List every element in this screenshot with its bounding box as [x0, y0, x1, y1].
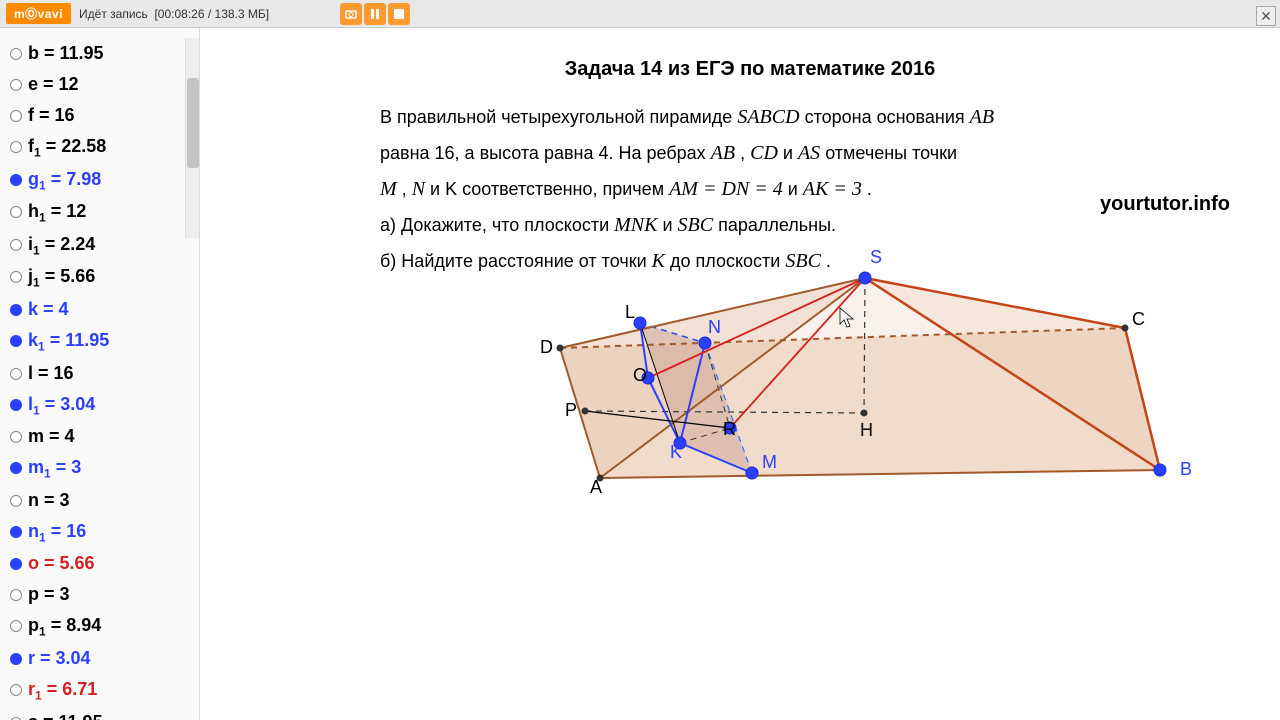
variable-bullet[interactable]	[10, 495, 22, 507]
variable-row[interactable]: i1 = 2.24	[0, 229, 199, 262]
variable-row[interactable]: p1 = 8.94	[0, 610, 199, 643]
variable-label: p = 3	[28, 581, 70, 608]
variable-row[interactable]: e = 12	[0, 69, 199, 100]
variable-row[interactable]: k1 = 11.95	[0, 325, 199, 358]
variable-row[interactable]: f = 16	[0, 100, 199, 131]
variable-row[interactable]: f1 = 22.58	[0, 131, 199, 164]
variable-label: s = 11.95	[28, 709, 103, 720]
recorder-bar: mⓄvavi Идёт запись [00:08:26 / 138.3 МБ]…	[0, 0, 1280, 28]
variable-bullet[interactable]	[10, 653, 22, 665]
variable-label: p1 = 8.94	[28, 612, 101, 641]
variable-bullet[interactable]	[10, 431, 22, 443]
svg-text:P: P	[565, 400, 577, 420]
pause-button[interactable]	[364, 3, 386, 25]
svg-text:A: A	[590, 477, 602, 497]
variable-row[interactable]: p = 3	[0, 579, 199, 610]
variable-bullet[interactable]	[10, 271, 22, 283]
variable-label: n = 3	[28, 487, 70, 514]
svg-text:C: C	[1132, 309, 1145, 329]
variable-row[interactable]: m1 = 3	[0, 452, 199, 485]
variable-row[interactable]: n1 = 16	[0, 516, 199, 549]
svg-text:R: R	[723, 419, 736, 439]
watermark: yourtutor.info	[1100, 193, 1230, 216]
svg-text:B: B	[1180, 459, 1192, 479]
variable-label: j1 = 5.66	[28, 263, 95, 292]
variable-label: b = 11.95	[28, 40, 104, 67]
close-button[interactable]: ✕	[1256, 6, 1276, 26]
variable-bullet[interactable]	[10, 462, 22, 474]
variable-bullet[interactable]	[10, 526, 22, 538]
variable-bullet[interactable]	[10, 141, 22, 153]
variable-row[interactable]: k = 4	[0, 294, 199, 325]
screenshot-button[interactable]	[340, 3, 362, 25]
variable-label: g1 = 7.98	[28, 166, 101, 195]
svg-text:K: K	[670, 442, 682, 462]
variable-row[interactable]: b = 11.95	[0, 38, 199, 69]
svg-text:L: L	[625, 302, 635, 322]
variable-label: m1 = 3	[28, 454, 81, 483]
variable-bullet[interactable]	[10, 239, 22, 251]
variable-bullet[interactable]	[10, 79, 22, 91]
variable-row[interactable]: h1 = 12	[0, 196, 199, 229]
variable-row[interactable]: l1 = 3.04	[0, 389, 199, 422]
svg-text:H: H	[860, 420, 873, 440]
variable-row[interactable]: o = 5.66	[0, 548, 199, 579]
variable-bullet[interactable]	[10, 206, 22, 218]
variable-label: e = 12	[28, 71, 79, 98]
sidebar-scrollbar[interactable]	[185, 38, 199, 238]
variable-row[interactable]: r = 3.04	[0, 643, 199, 674]
movavi-logo: mⓄvavi	[6, 3, 71, 24]
variable-bullet[interactable]	[10, 110, 22, 122]
variable-label: r = 3.04	[28, 645, 91, 672]
svg-text:O: O	[633, 365, 647, 385]
variable-label: n1 = 16	[28, 518, 86, 547]
variable-label: h1 = 12	[28, 198, 86, 227]
svg-text:N: N	[708, 317, 721, 337]
variable-bullet[interactable]	[10, 589, 22, 601]
main-area: b = 11.95 e = 12 f = 16 f1 = 22.58 g1 = 7.98…	[0, 28, 1280, 720]
variable-bullet[interactable]	[10, 368, 22, 380]
content-panel: Задача 14 из ЕГЭ по математике 2016 В пр…	[200, 28, 1280, 720]
variables-sidebar: b = 11.95 e = 12 f = 16 f1 = 22.58 g1 = 7.98…	[0, 28, 200, 720]
variable-label: l1 = 3.04	[28, 391, 95, 420]
variable-row[interactable]: m = 4	[0, 421, 199, 452]
recording-status: Идёт запись [00:08:26 / 138.3 МБ]	[79, 7, 269, 21]
variable-label: i1 = 2.24	[28, 231, 95, 260]
variable-bullet[interactable]	[10, 335, 22, 347]
variable-bullet[interactable]	[10, 558, 22, 570]
variable-label: f = 16	[28, 102, 75, 129]
variable-row[interactable]: g1 = 7.98	[0, 164, 199, 197]
pyramid-diagram[interactable]: A B C D S H P L N O K R M	[540, 243, 1260, 543]
variable-bullet[interactable]	[10, 399, 22, 411]
variable-bullet[interactable]	[10, 304, 22, 316]
variable-row[interactable]: s = 11.95	[0, 707, 199, 720]
variable-bullet[interactable]	[10, 684, 22, 696]
variable-bullet[interactable]	[10, 48, 22, 60]
variable-label: k = 4	[28, 296, 69, 323]
variable-bullet[interactable]	[10, 717, 22, 720]
variable-label: f1 = 22.58	[28, 133, 106, 162]
variable-bullet[interactable]	[10, 174, 22, 186]
svg-text:M: M	[762, 452, 777, 472]
variable-label: k1 = 11.95	[28, 327, 109, 356]
svg-text:S: S	[870, 247, 882, 267]
variable-row[interactable]: n = 3	[0, 485, 199, 516]
problem-title: Задача 14 из ЕГЭ по математике 2016	[400, 58, 1100, 81]
variable-row[interactable]: l = 16	[0, 358, 199, 389]
variable-bullet[interactable]	[10, 620, 22, 632]
variable-row[interactable]: j1 = 5.66	[0, 261, 199, 294]
variable-label: m = 4	[28, 423, 75, 450]
variable-label: l = 16	[28, 360, 74, 387]
svg-text:D: D	[540, 337, 553, 357]
stop-button[interactable]	[388, 3, 410, 25]
variable-label: o = 5.66	[28, 550, 95, 577]
variable-label: r1 = 6.71	[28, 676, 97, 705]
variable-row[interactable]: r1 = 6.71	[0, 674, 199, 707]
